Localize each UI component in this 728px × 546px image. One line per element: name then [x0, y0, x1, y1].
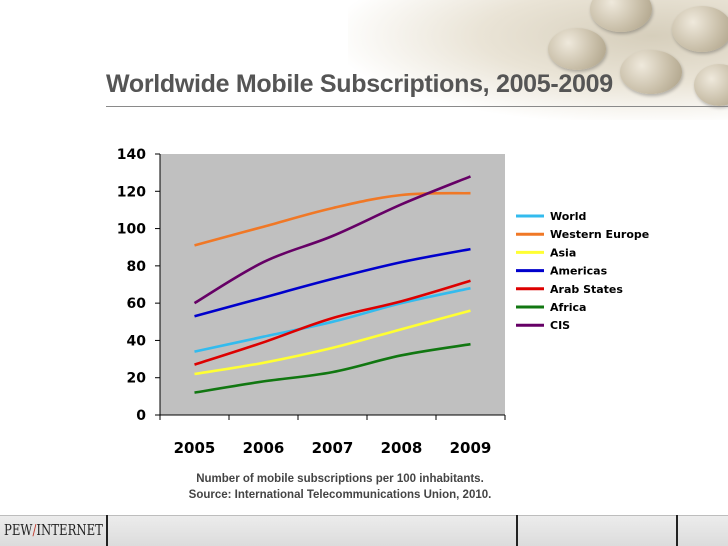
legend: World Western Europe Asia Americas Arab Stat…: [516, 210, 649, 332]
legend-label-africa: Africa: [550, 301, 586, 314]
x-tick-label: 2005: [174, 439, 216, 457]
series-line-africa: [194, 342, 471, 394]
keypad-key-decor: [694, 64, 728, 106]
x-tick-label: 2006: [243, 439, 285, 457]
x-tick-label: 2007: [312, 439, 354, 457]
series-line-cis: [193, 175, 471, 305]
title-divider: [106, 106, 728, 107]
series-line-americas: [194, 247, 471, 318]
legend-label-asia: Asia: [550, 246, 576, 259]
x-tick-label: 2008: [381, 439, 423, 457]
footer-divider: [676, 515, 678, 546]
legend-label-cis: CIS: [550, 319, 570, 332]
keypad-key-decor: [672, 6, 728, 52]
y-tick-label: 100: [117, 222, 146, 238]
slide-title: Worldwide Mobile Subscriptions, 2005-200…: [106, 70, 613, 98]
footer-divider: [516, 515, 518, 546]
plot-area: 0 20 40 60 80 100 120 140 2005 2006 2007 2008 2009: [117, 147, 506, 457]
series-line-arab-states: [194, 279, 471, 366]
logo-slash: /: [32, 521, 37, 539]
legend-label-world: World: [550, 210, 586, 223]
logo-text-internet: INTERNET: [36, 521, 103, 539]
logo-text-pew: PEW: [4, 521, 33, 539]
y-tick-label: 140: [117, 147, 146, 163]
y-tick-label: 120: [117, 184, 146, 200]
chart-source: Source: International Telecommunications…: [188, 489, 492, 501]
y-tick-label: 60: [127, 296, 147, 312]
y-tick-label: 40: [127, 333, 147, 349]
chart-caption: Number of mobile subscriptions per 100 i…: [196, 473, 484, 485]
keypad-key-decor: [548, 28, 606, 70]
y-tick-label: 80: [127, 259, 147, 275]
series-line-asia: [194, 309, 471, 376]
legend-label-western-europe: Western Europe: [550, 228, 649, 241]
pew-internet-logo[interactable]: PEW/INTERNET: [4, 521, 103, 539]
y-tick-label: 20: [127, 371, 147, 387]
footer-divider: [106, 515, 108, 546]
legend-label-arab-states: Arab States: [550, 283, 623, 296]
x-tick-label: 2009: [450, 439, 492, 457]
y-tick-label: 0: [136, 408, 146, 424]
keypad-key-decor: [620, 50, 682, 94]
legend-label-americas: Americas: [550, 265, 608, 278]
footer-bar: [0, 515, 728, 546]
series-line-world: [194, 286, 471, 353]
